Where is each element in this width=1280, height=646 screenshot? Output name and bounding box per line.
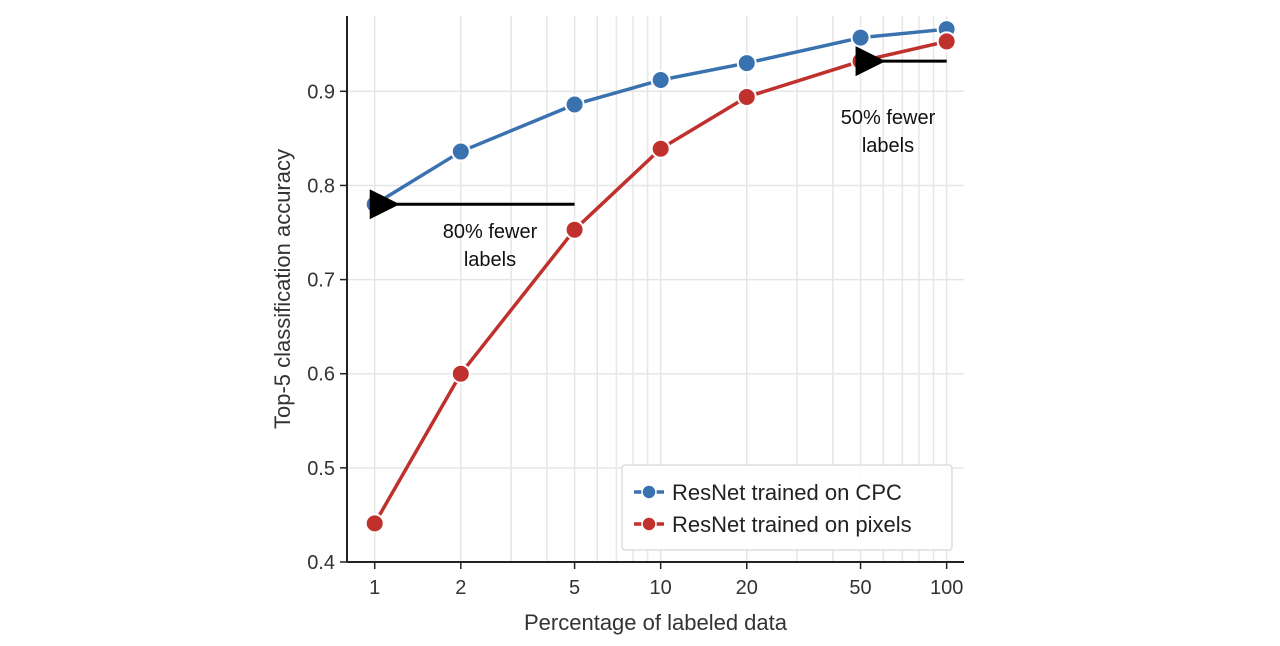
legend-marker <box>641 516 657 532</box>
data-point <box>850 51 871 72</box>
tick-labels: 0.4 0.5 0.6 0.7 0.8 0.9 1 2 5 10 20 50 100 <box>307 81 963 599</box>
data-point <box>650 70 671 91</box>
x-tick-label: 50 <box>849 577 871 599</box>
data-point <box>650 138 671 159</box>
data-point <box>450 141 471 162</box>
x-tick-label: 100 <box>930 577 963 599</box>
annotation-2: 50% fewer labels <box>841 46 947 157</box>
legend-entry-2: ResNet trained on pixels <box>634 512 912 537</box>
data-point <box>736 86 757 107</box>
annotation-1: 80% fewer labels <box>369 189 575 271</box>
data-point <box>936 31 957 52</box>
data-point <box>564 94 585 115</box>
legend-label: ResNet trained on pixels <box>672 512 912 537</box>
x-tick-label: 5 <box>569 577 580 599</box>
data-point <box>850 27 871 48</box>
x-axis-label: Percentage of labeled data <box>524 610 788 635</box>
data-point <box>450 363 471 384</box>
data-point <box>736 53 757 74</box>
legend-label: ResNet trained on CPC <box>672 480 902 505</box>
annotation-text: 80% fewer <box>443 221 538 243</box>
x-tick-label: 20 <box>736 577 758 599</box>
annotations: 80% fewer labels 50% fewer labels <box>369 46 947 271</box>
data-point <box>564 219 585 240</box>
annotation-text: labels <box>464 249 516 271</box>
y-tick-label: 0.8 <box>307 175 335 197</box>
legend-box <box>621 464 953 551</box>
y-axis-label: Top-5 classification accuracy <box>270 149 295 429</box>
annotation-text: labels <box>862 135 914 157</box>
y-tick-label: 0.6 <box>307 364 335 386</box>
y-tick-label: 0.5 <box>307 458 335 480</box>
y-tick-label: 0.4 <box>307 552 335 574</box>
y-tick-label: 0.9 <box>307 81 335 103</box>
legend-entry-1: ResNet trained on CPC <box>634 480 902 505</box>
x-tick-label: 2 <box>455 577 466 599</box>
annotation-text: 50% fewer <box>841 107 936 129</box>
legend-marker <box>641 484 657 500</box>
data-point <box>364 513 385 534</box>
x-tick-label: 10 <box>650 577 672 599</box>
y-tick-label: 0.7 <box>307 270 335 292</box>
data-point <box>364 194 385 215</box>
x-tick-label: 1 <box>369 577 380 599</box>
legend: ResNet trained on CPC ResNet trained on p… <box>621 464 953 551</box>
